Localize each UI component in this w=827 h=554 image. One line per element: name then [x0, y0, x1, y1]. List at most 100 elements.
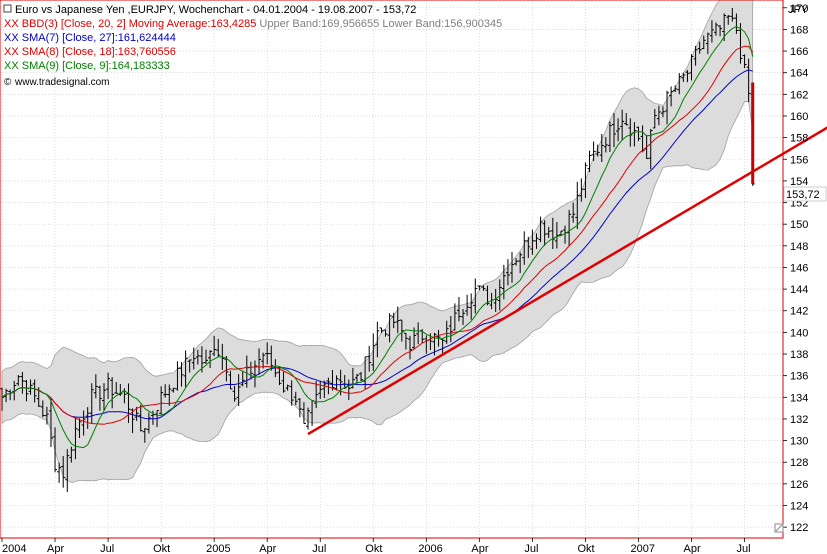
ohlc-bar	[85, 407, 90, 429]
moving-average-lines	[1, 25, 754, 449]
last-ohlc-bar	[751, 82, 755, 184]
ohlc-bar	[269, 345, 274, 371]
y-tick-label: 156	[790, 154, 808, 166]
ohlc-bar	[289, 380, 294, 406]
legend: Euro vs Japanese Yen ,EURJPY, Wochenchar…	[3, 4, 502, 88]
ohlc-bar	[130, 408, 135, 434]
y-tick-label: 162	[790, 89, 808, 101]
ohlc-bar	[240, 370, 245, 387]
ohlc-bar	[134, 406, 139, 421]
ohlc-bar	[195, 349, 200, 365]
ohlc-bar	[179, 361, 184, 387]
ohlc-bar	[408, 335, 412, 360]
ohlc-bar	[677, 73, 682, 95]
support-trendline[interactable]	[307, 92, 827, 436]
ohlc-bar	[175, 361, 180, 391]
ohlc-bar	[448, 316, 453, 343]
x-tick-label: Apr	[47, 543, 64, 554]
ohlc-bar	[277, 367, 282, 386]
y-tick-label: 130	[790, 436, 808, 448]
ohlc-bar	[367, 345, 372, 372]
last-value-box	[783, 186, 827, 202]
ohlc-bar	[522, 231, 527, 265]
ohlc-bar	[73, 417, 78, 460]
ohlc-bar	[212, 335, 217, 357]
y-tick-label: 170	[790, 3, 808, 15]
last-value-marker: 153,72	[783, 186, 827, 202]
ohlc-bar	[371, 333, 376, 371]
ohlc-bar	[546, 226, 551, 239]
sma-line	[1, 45, 754, 425]
x-tick-label: Apr	[684, 543, 701, 554]
legend-item[interactable]: XX SMA(7) [Close, 27]:161,624444	[4, 32, 176, 44]
ohlc-bar	[314, 380, 319, 409]
x-tick-label: Jul	[100, 543, 114, 554]
x-tick-label: 2005	[206, 543, 230, 554]
ohlc-bar	[110, 377, 115, 409]
ohlc-bar	[542, 220, 547, 246]
ohlc-bar	[208, 350, 213, 369]
y-tick-label: 142	[790, 306, 808, 318]
ohlc-bar	[510, 251, 514, 283]
ohlc-bar	[297, 398, 302, 418]
ohlc-bar	[232, 385, 237, 402]
ohlc-bar	[444, 320, 449, 344]
y-tick-label: 136	[790, 371, 808, 383]
y-tick-label: 150	[790, 219, 808, 231]
ohlc-bar	[501, 264, 506, 300]
ohlc-bar	[693, 45, 698, 66]
ohlc-bar	[697, 41, 702, 54]
ohlc-bar	[191, 347, 196, 370]
ohlc-bar	[306, 407, 310, 430]
y-tick-label: 168	[790, 24, 808, 36]
ohlc-bar	[326, 377, 331, 395]
ohlc-bar	[477, 285, 482, 291]
x-tick-label: Okt	[577, 543, 594, 554]
ohlc-bar	[61, 456, 66, 488]
title-icon[interactable]	[3, 4, 12, 13]
ohlc-bar	[440, 338, 445, 354]
ohlc-bar	[493, 288, 498, 312]
y-tick-label: 160	[790, 111, 808, 123]
y-tick-label: 124	[790, 501, 808, 513]
ohlc-bar	[567, 209, 572, 246]
ohlc-bar	[106, 372, 111, 400]
ohlc-bar	[652, 108, 657, 129]
ohlc-bar	[281, 371, 286, 393]
trendline[interactable]	[307, 92, 827, 436]
ohlc-bar	[481, 285, 486, 291]
legend-item[interactable]: XX BBD(3) [Close, 20, 2] Moving Average:…	[4, 18, 502, 30]
legend-item[interactable]: XX SMA(8) [Close, 18]:163,760556	[4, 46, 176, 58]
ohlc-bar	[44, 406, 49, 425]
ohlc-bar	[689, 54, 694, 81]
ohlc-bar	[399, 319, 404, 342]
ohlc-bar	[236, 374, 241, 407]
ohlc-bar	[261, 352, 266, 369]
ohlc-bar	[620, 109, 625, 140]
ohlc-bar	[656, 105, 661, 126]
ohlc-bar	[28, 379, 33, 395]
ohlc-bar	[57, 462, 62, 483]
ohlc-bar	[456, 297, 461, 322]
ohlc-bar	[461, 309, 466, 325]
ohlc-bar	[518, 252, 523, 274]
ohlc-bar	[571, 202, 576, 223]
ohlc-bar	[379, 327, 384, 334]
legend-item[interactable]: XX SMA(9) [Close, 9]:164,183333	[4, 60, 170, 72]
ohlc-bar	[252, 360, 257, 388]
ohlc-bar	[636, 126, 641, 142]
ohlc-bar	[114, 382, 119, 394]
ohlc-bar	[81, 410, 86, 436]
x-tick-label: Apr	[259, 543, 276, 554]
ohlc-bar	[216, 338, 221, 358]
ohlc-bar	[718, 25, 723, 37]
ohlc-bar	[387, 313, 392, 343]
y-tick-label: 144	[790, 284, 808, 296]
ohlc-bar	[159, 386, 164, 415]
ohlc-bar	[32, 379, 37, 403]
ohlc-bar	[375, 321, 380, 358]
ohlc-bar	[554, 222, 559, 249]
ohlc-bar	[705, 32, 710, 55]
ohlc-bar	[599, 134, 604, 163]
